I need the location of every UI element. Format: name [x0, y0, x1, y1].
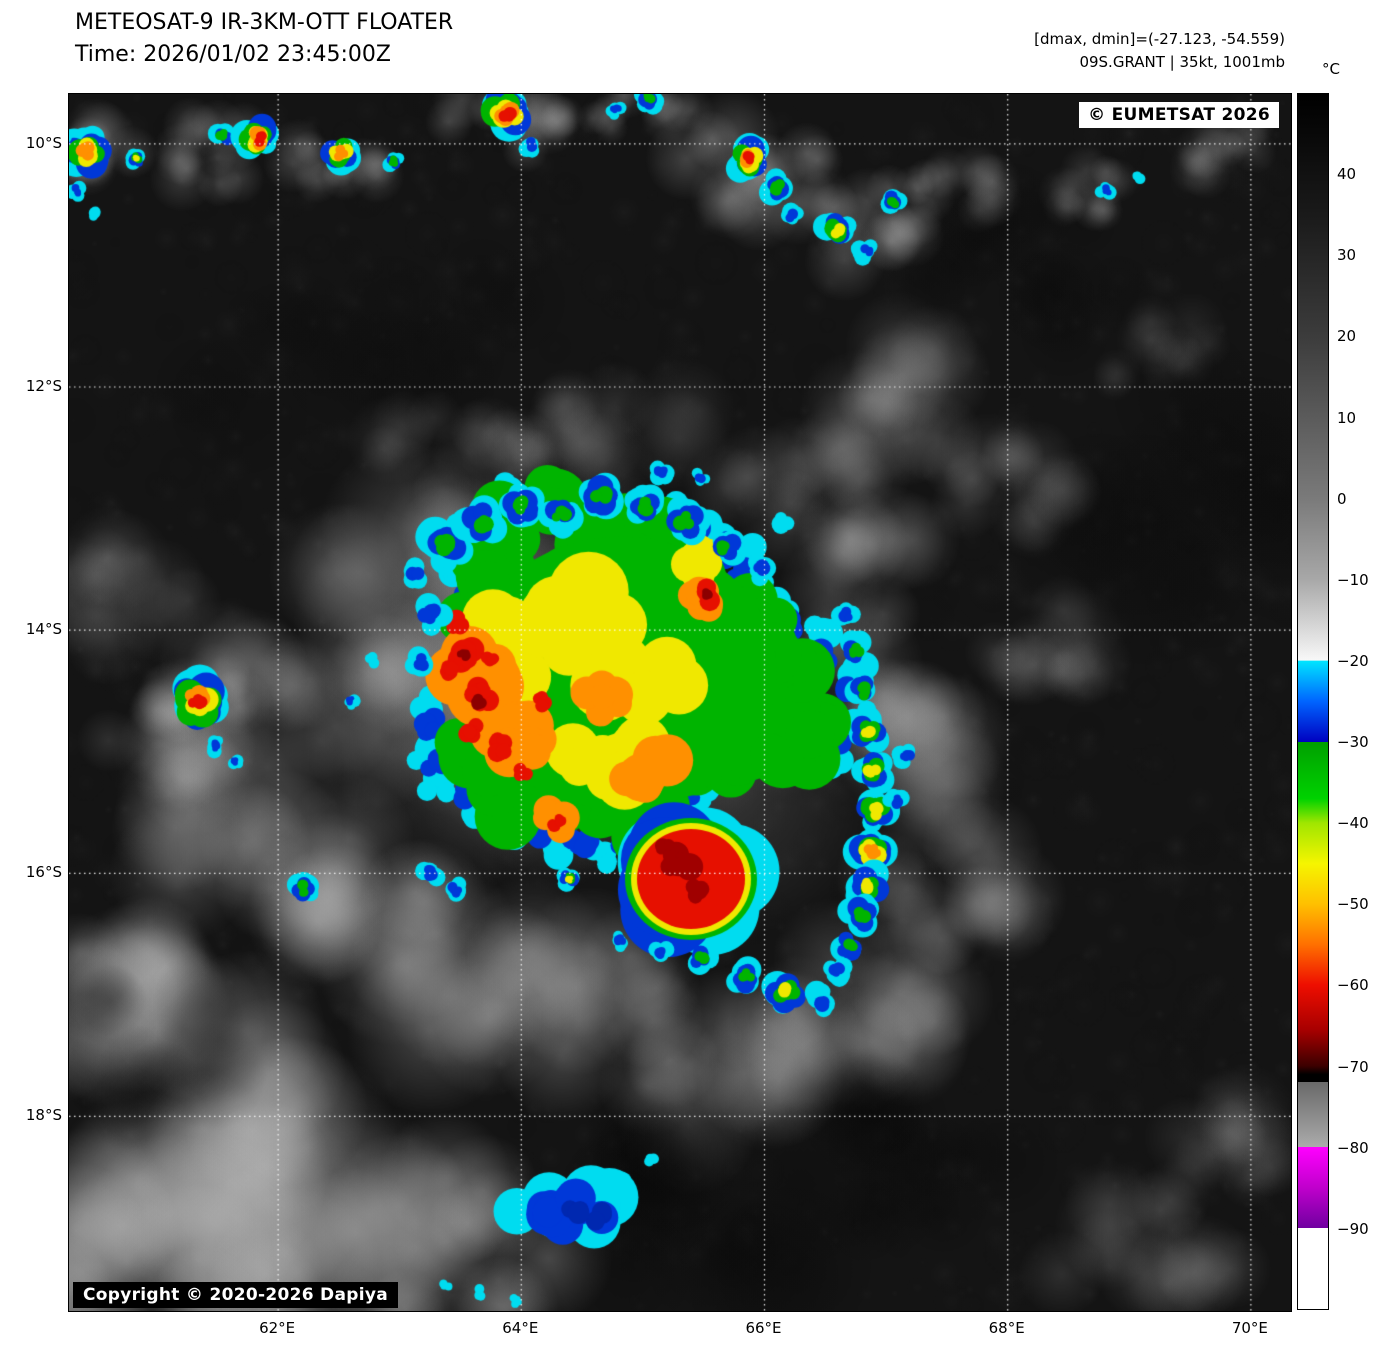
colorbar-tick-label: −10 — [1337, 570, 1369, 589]
lon-tick-label: 70°E — [1231, 1319, 1268, 1337]
lat-tick-label: 14°S — [25, 620, 62, 639]
colorbar-gradient — [1298, 94, 1328, 1309]
copyright-badge: Copyright © 2020-2026 Dapiya — [73, 1282, 398, 1308]
lat-tick-label: 16°S — [25, 863, 62, 882]
colorbar-tick-label: 10 — [1337, 408, 1357, 427]
eumetsat-credit-badge: © EUMETSAT 2026 — [1079, 102, 1279, 128]
product-timestamp: Time: 2026/01/02 23:45:00Z — [75, 42, 391, 67]
storm-info: 09S.GRANT | 35kt, 1001mb — [1079, 53, 1285, 71]
colorbar-tick-label: −40 — [1337, 814, 1369, 833]
colorbar-tick-label: −60 — [1337, 976, 1369, 995]
colorbar-tick-label: −20 — [1337, 651, 1369, 670]
satellite-map: © EUMETSAT 2026 Copyright © 2020-2026 Da… — [68, 93, 1292, 1312]
temperature-colorbar — [1297, 93, 1329, 1310]
colorbar-tick-label: −80 — [1337, 1138, 1369, 1157]
dmax-dmin-readout: [dmax, dmin]=(-27.123, -54.559) — [1034, 30, 1285, 48]
colorbar-unit-label: °C — [1322, 60, 1340, 78]
product-title: METEOSAT-9 IR-3KM-OTT FLOATER — [75, 10, 454, 35]
lat-tick-label: 18°S — [25, 1106, 62, 1125]
colorbar-tick-label: −30 — [1337, 733, 1369, 752]
colorbar-tick-label: 20 — [1337, 327, 1357, 346]
colorbar-tick-label: 40 — [1337, 165, 1357, 184]
lat-tick-label: 12°S — [25, 377, 62, 395]
colorbar-tick-label: 30 — [1337, 246, 1357, 265]
colorbar-tick-label: 0 — [1337, 489, 1347, 508]
lon-tick-label: 68°E — [988, 1319, 1025, 1337]
lat-tick-label: 10°S — [25, 133, 62, 152]
lon-tick-label: 62°E — [259, 1319, 296, 1337]
lon-tick-label: 66°E — [745, 1319, 782, 1337]
lon-tick-label: 64°E — [502, 1319, 539, 1337]
colorbar-tick-label: −50 — [1337, 895, 1369, 914]
satellite-image — [69, 94, 1291, 1311]
colorbar-tick-label: −90 — [1337, 1219, 1369, 1238]
colorbar-tick-label: −70 — [1337, 1057, 1369, 1076]
